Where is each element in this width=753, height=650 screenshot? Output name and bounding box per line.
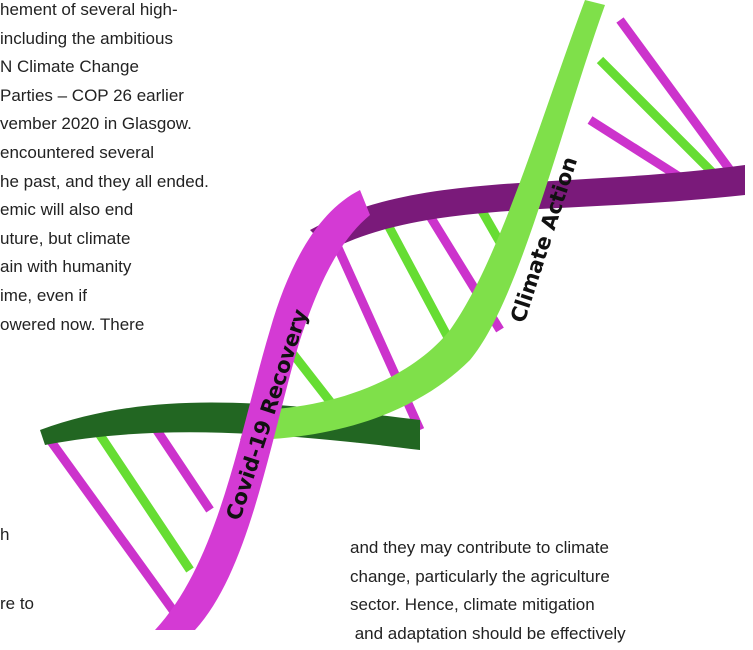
dna-figure: Covid-19 Recovery Climate Action: [0, 0, 753, 650]
page: hement of several high-including the amb…: [0, 0, 753, 650]
rungs: [50, 20, 730, 620]
